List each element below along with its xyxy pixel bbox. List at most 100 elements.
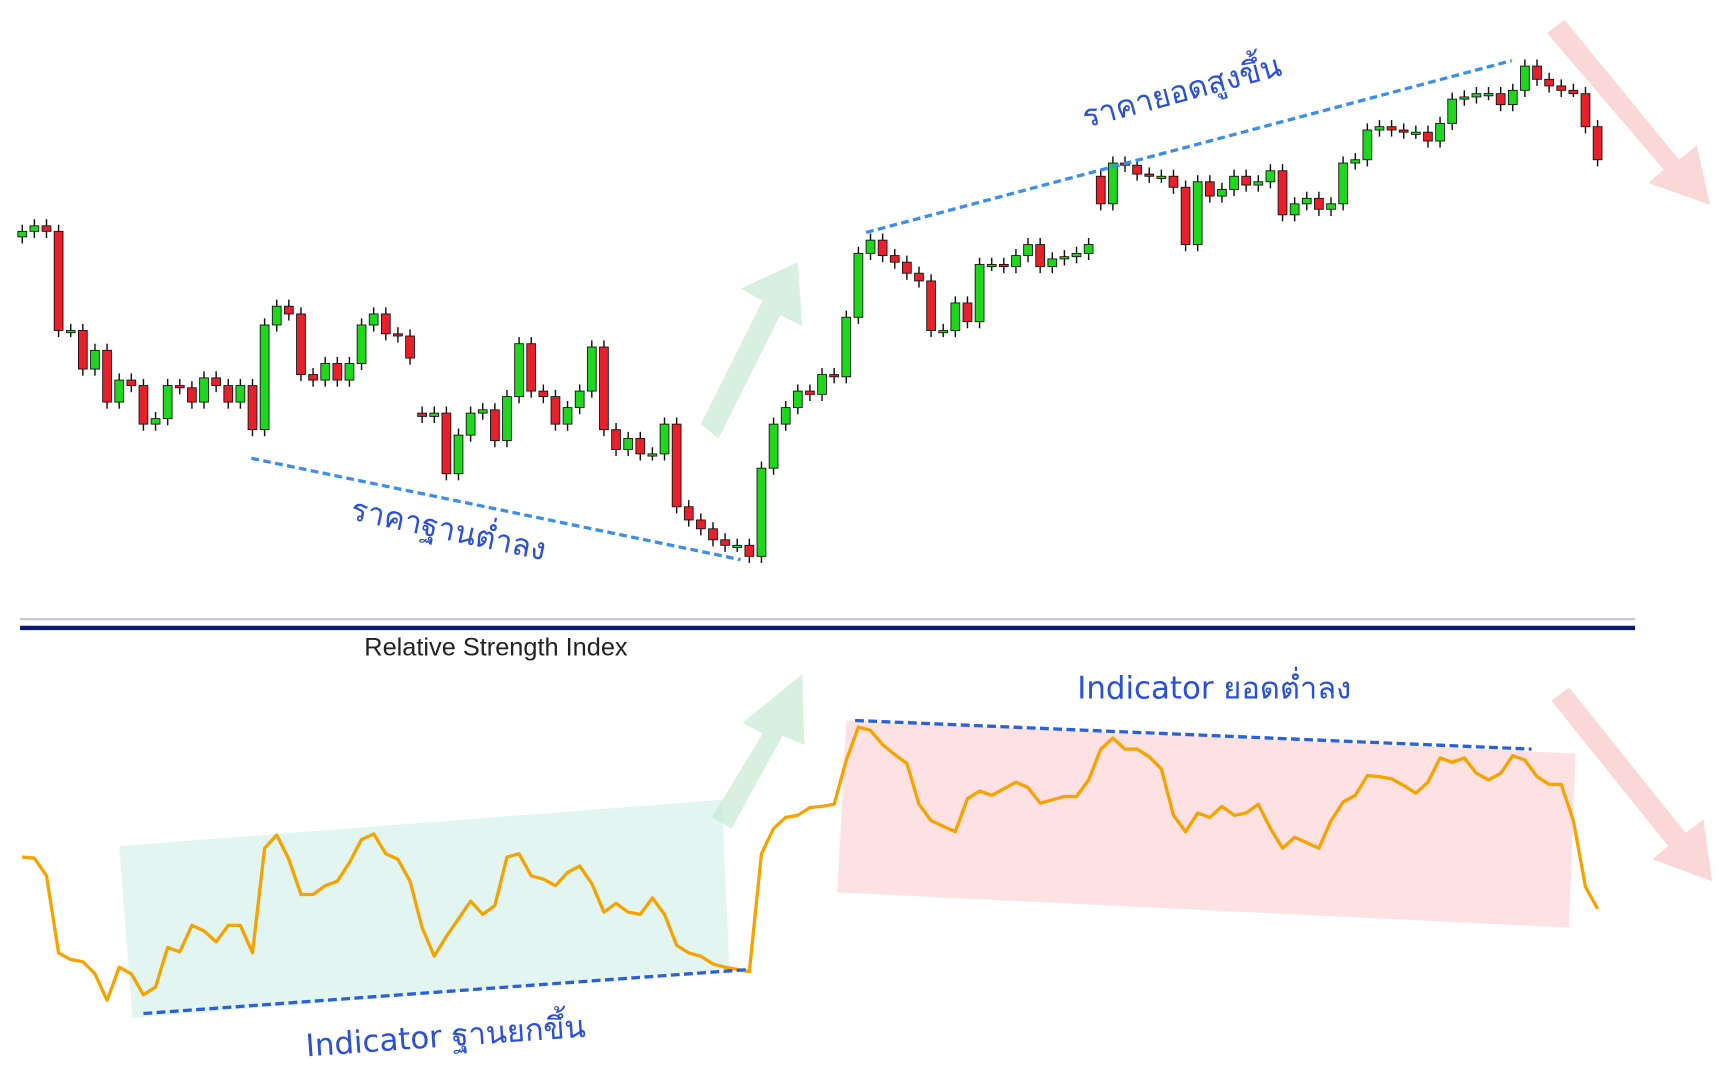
candle-body (1398, 129, 1409, 133)
trend-line (251, 456, 741, 562)
candle-body (708, 528, 718, 541)
candle-body (902, 261, 912, 274)
candle-body (950, 302, 961, 331)
candle-body (962, 302, 973, 323)
candle-body (1229, 175, 1239, 190)
candle-body (1544, 78, 1554, 87)
candle-body (417, 412, 427, 417)
candle-body (1217, 189, 1227, 197)
candle-body (623, 438, 634, 450)
candle-body (271, 305, 282, 326)
candle-body (550, 396, 561, 425)
candle-body (429, 412, 440, 417)
candle-body (562, 407, 573, 425)
candle-body (841, 316, 852, 378)
candle-body (77, 330, 88, 370)
candle-body (744, 544, 755, 557)
candle-body (1047, 258, 1058, 268)
trend-line (143, 967, 750, 1016)
candle-body (235, 385, 246, 403)
candle-body (90, 349, 100, 370)
candle-body (1435, 122, 1445, 142)
candle-body (162, 385, 173, 420)
candle-body (611, 429, 621, 450)
candle-body (453, 434, 464, 475)
rsi-line (22, 725, 1600, 1002)
candle-body (41, 225, 52, 232)
candle-body (683, 506, 694, 521)
candle-body (1265, 170, 1276, 183)
candle-body (805, 390, 815, 395)
candle-body (1023, 244, 1033, 257)
candle-body (1301, 197, 1312, 205)
candle-body (320, 363, 331, 381)
candle-body (1507, 89, 1518, 106)
candle-body (865, 239, 876, 254)
candle-body (441, 412, 452, 475)
candle-body (1011, 255, 1021, 268)
down-arrow (1546, 19, 1710, 205)
candle-body (1495, 93, 1506, 106)
candle-body (647, 453, 658, 457)
candle-body (1035, 244, 1046, 268)
candle-body (211, 377, 221, 387)
candle-body (1253, 181, 1264, 186)
candle-body (817, 374, 827, 395)
candle-body (1374, 126, 1385, 131)
candle-body (53, 230, 64, 331)
candle-body (998, 263, 1009, 268)
candle-body (284, 305, 294, 315)
candle-body (889, 255, 900, 263)
down-arrow (1551, 687, 1713, 882)
candle-body (114, 379, 125, 403)
candle-body (102, 349, 112, 403)
trend-line (865, 58, 1513, 235)
candle-body (490, 409, 500, 442)
candle-body (199, 377, 209, 403)
candle-body (65, 330, 76, 334)
candle-body (659, 423, 670, 455)
candle-body (223, 385, 234, 403)
candle-body (405, 335, 415, 359)
candle-body (792, 390, 803, 409)
candle-body (538, 390, 549, 398)
candle-body (502, 396, 512, 442)
candle-body (17, 230, 28, 238)
candle-body (1095, 175, 1106, 205)
candle-body (1071, 252, 1082, 258)
candle-body (526, 343, 537, 392)
candle-body (1410, 131, 1421, 135)
candle-body (1314, 197, 1324, 210)
candle-body (1568, 89, 1579, 95)
candle-body (586, 346, 597, 392)
candle-body (1192, 181, 1203, 246)
candle-body (477, 409, 488, 414)
candle-body (465, 412, 476, 436)
candle-body (29, 225, 40, 232)
candle-body (926, 280, 936, 331)
trend-line (855, 718, 1532, 751)
candle-body (732, 544, 743, 548)
candle-body (1350, 159, 1361, 164)
candle-body (1326, 203, 1336, 210)
candle-body (296, 313, 306, 375)
up-arrow (700, 262, 803, 439)
candle-body (986, 263, 997, 268)
candle-body (756, 467, 767, 557)
candle-body (877, 239, 888, 257)
candle-body (1362, 129, 1373, 161)
candle-body (1168, 175, 1179, 188)
candle-body (938, 330, 949, 334)
candle-body (1423, 131, 1433, 142)
candle-body (368, 313, 379, 326)
candle-body (1520, 65, 1530, 91)
candle-body (1156, 175, 1167, 179)
candle-body (1180, 186, 1191, 246)
candle-body (696, 519, 706, 530)
candle-body (829, 374, 840, 378)
candle-body (514, 343, 524, 398)
candle-body (974, 263, 985, 323)
candle-body (1471, 93, 1482, 98)
candle-body (1241, 175, 1252, 186)
